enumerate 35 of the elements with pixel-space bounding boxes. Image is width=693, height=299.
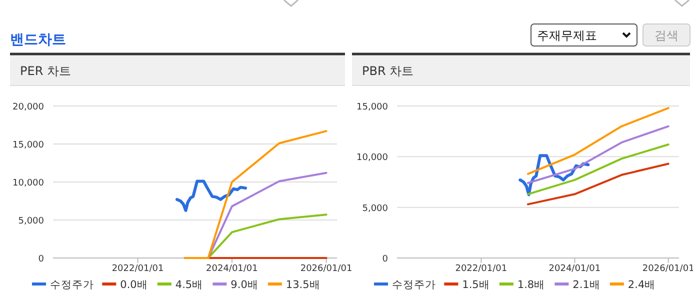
y-tick-label: 15,000 [12,140,44,150]
legend-label: 2.1배 [572,279,600,291]
legend-label: 수정주가 [50,279,94,291]
x-tick-label: 2024/01/01 [548,264,601,274]
y-tick-label: 5,000 [18,216,44,226]
text: 주재무제표 [537,28,597,42]
text: 밴드차트 [10,32,66,48]
y-tick-label: 5,000 [362,204,388,214]
legend-label: 4.5배 [175,279,204,291]
y-tick-label: 20,000 [12,102,44,112]
x-tick-label: 2022/01/01 [112,264,164,274]
line-series [526,144,670,196]
text: 검색 [654,28,678,42]
x-tick-label: 2024/01/01 [206,264,258,274]
legend-label: 2.4배 [628,279,656,291]
line-series [184,130,328,259]
line-series [176,180,248,212]
legend-label: 1.8배 [517,279,546,291]
chart-title: PBR 차트 [362,64,414,78]
y-tick-label: 0 [382,254,388,264]
line-series [526,125,670,184]
line-series [526,107,670,175]
x-tick-label: 2026/01/01 [300,264,352,274]
chart-title: PER 차트 [20,64,71,78]
y-tick-label: 0 [38,254,44,264]
legend-label: 수정주가 [392,279,436,291]
legend-label: 13.5배 [286,279,320,291]
legend-label: 0.0배 [120,279,148,291]
y-tick-label: 10,000 [12,178,44,188]
legend-label: 1.5배 [462,279,490,291]
line-series [526,162,670,206]
legend-label: 9.0배 [230,279,258,291]
y-tick-label: 15,000 [356,102,388,112]
y-tick-label: 10,000 [356,153,388,164]
x-tick-label: 2022/01/01 [455,264,508,274]
